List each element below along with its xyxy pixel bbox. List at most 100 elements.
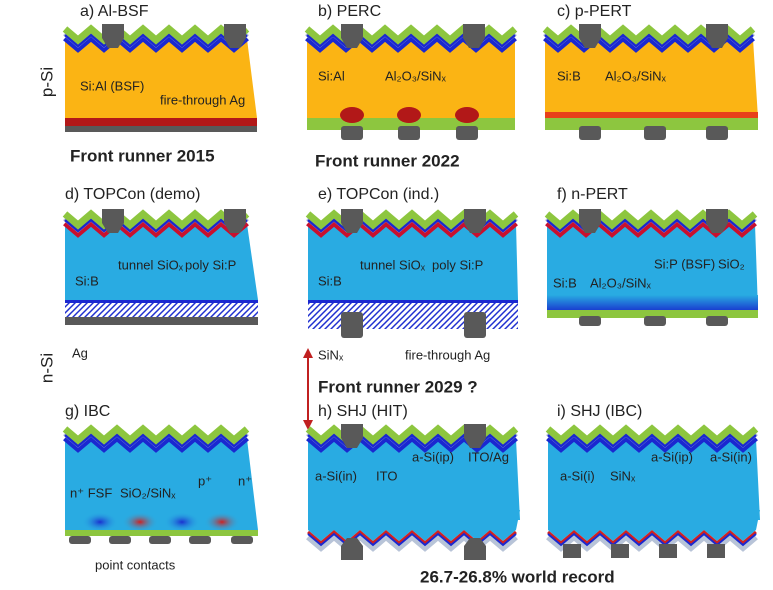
bulk-bottom	[548, 510, 760, 541]
rear-contact	[659, 544, 677, 558]
bulk	[65, 439, 258, 530]
local-bsf	[397, 107, 421, 123]
poly-si	[65, 303, 258, 317]
rear-contact	[706, 316, 728, 326]
bulk	[545, 39, 758, 118]
layer-label: tunnel SiOₓ	[118, 257, 184, 272]
layer-label: a-Si(in)	[315, 468, 357, 483]
front-contact	[579, 209, 601, 233]
emitter	[63, 34, 249, 53]
layer-label: a-Si(ip)	[651, 449, 693, 464]
note: Front runner 2029 ?	[318, 377, 478, 396]
bulk	[548, 439, 760, 520]
layer-label: Si:Al (BSF)	[80, 78, 144, 93]
bsf	[545, 112, 758, 118]
layer-label: Si:Al	[318, 68, 345, 83]
rear-contact	[109, 536, 131, 544]
front-contact	[463, 24, 485, 48]
layer-label: Si:B	[557, 68, 581, 83]
front-contact	[224, 24, 246, 48]
rear-contact	[707, 544, 725, 558]
layer-label: n⁺	[238, 473, 252, 488]
bulk	[308, 439, 520, 520]
layer-label: poly Si:P	[185, 257, 236, 272]
rear-contact	[644, 126, 666, 140]
bsf	[547, 295, 758, 310]
texture	[62, 209, 250, 230]
front-contact	[706, 209, 728, 233]
panel-title: d) TOPCon (demo)	[65, 186, 200, 203]
layer-label: SiO₂/SiNₓ	[120, 485, 176, 500]
note: Front runner 2015	[70, 146, 215, 165]
front-contact	[341, 24, 363, 48]
bulk	[65, 224, 258, 300]
doped-region	[164, 512, 200, 532]
bulk	[307, 39, 515, 118]
panel-title: g) IBC	[65, 403, 110, 420]
panel-title: b) PERC	[318, 3, 381, 20]
texture	[62, 24, 250, 45]
layer-label: fire-through Ag	[160, 92, 245, 107]
rear-contact	[341, 312, 363, 338]
doped-region	[204, 512, 240, 532]
note: 26.7-26.8% world record	[420, 567, 615, 586]
layer-label: a-Si(ip)	[412, 449, 454, 464]
rear-contact	[563, 544, 581, 558]
rear-contact	[611, 544, 629, 558]
panel-title: h) SHJ (HIT)	[318, 403, 408, 420]
front-contact	[341, 424, 363, 448]
rear-contact	[579, 316, 601, 326]
layer-label: fire-through Ag	[405, 347, 490, 362]
arrow-head	[303, 348, 313, 430]
tunnel-oxide	[65, 300, 258, 303]
layer-label: a-Si(i)	[560, 468, 595, 483]
layer-label: Ag	[72, 345, 88, 360]
bulk-bottom	[308, 510, 520, 541]
panel-title: i) SHJ (IBC)	[557, 403, 642, 420]
rear-contact	[231, 536, 253, 544]
rear-asi-n	[547, 532, 757, 547]
rear-contact	[149, 536, 171, 544]
layer-label: SiO₂	[718, 256, 745, 271]
local-bsf	[340, 107, 364, 123]
layer-label: n⁺ FSF	[70, 485, 112, 500]
rear-contact	[464, 312, 486, 338]
doped-region	[122, 512, 158, 532]
rear-passivation	[547, 310, 758, 318]
panel-title: a) Al-BSF	[80, 3, 149, 20]
front-contact	[341, 209, 363, 233]
layer-label: Si:P (BSF)	[654, 256, 715, 271]
layer-label: tunnel SiOₓ	[360, 257, 426, 272]
front-contact	[579, 24, 601, 48]
layer-label: ITO/Ag	[468, 449, 509, 464]
front-contact	[464, 424, 486, 448]
front-contact	[102, 209, 124, 233]
rear-contact	[398, 126, 420, 140]
layer-label: ITO	[376, 468, 397, 483]
rear-contact	[341, 126, 363, 140]
rear-metal	[65, 317, 258, 325]
bulk	[65, 39, 257, 118]
rear-contact	[464, 538, 486, 560]
tunnel-oxide	[308, 300, 518, 303]
texture	[62, 424, 250, 445]
row-label: n-Si	[37, 353, 56, 383]
panel-title: c) p-PERT	[557, 3, 632, 20]
doped-region	[82, 512, 118, 532]
rear-contact	[189, 536, 211, 544]
layer-label: SiNₓ	[318, 347, 344, 362]
front-contact	[464, 209, 486, 233]
layer-label: a-Si(in)	[710, 449, 752, 464]
layer-label: Al₂O₃/SiNₓ	[385, 68, 447, 83]
ar-coating	[64, 218, 248, 233]
ar-coating	[547, 433, 757, 448]
panel-title: f) n-PERT	[557, 186, 628, 203]
layer-label: point contacts	[95, 557, 176, 572]
rear-contact	[644, 316, 666, 326]
rear-passivation	[65, 530, 258, 536]
rear-asi	[307, 530, 517, 545]
bsf	[65, 118, 257, 126]
front-contact	[706, 24, 728, 48]
rear-contact	[579, 126, 601, 140]
layer-label: Al₂O₃/SiNₓ	[605, 68, 667, 83]
